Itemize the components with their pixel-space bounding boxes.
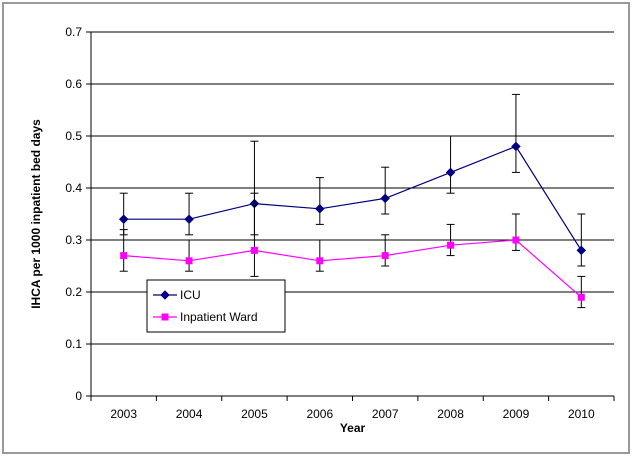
data-point (512, 236, 520, 244)
x-axis-title: Year (340, 421, 366, 435)
y-tick-label: 0.4 (65, 181, 82, 195)
y-tick-label: 0.5 (65, 129, 82, 143)
y-tick-label: 0.1 (65, 337, 82, 351)
data-point (381, 252, 389, 260)
legend-label: Inpatient Ward (180, 310, 258, 324)
legend-item-inpatient-ward: Inpatient Ward (153, 310, 258, 324)
y-axis-title: IHCA per 1000 inpatient bed days (29, 119, 43, 309)
data-point (184, 214, 194, 225)
x-tick-label: 2006 (306, 407, 333, 421)
data-point (380, 193, 391, 204)
legend-box (146, 279, 286, 333)
data-point (577, 293, 585, 301)
data-point (250, 246, 258, 254)
data-point (511, 141, 521, 152)
x-axis-ticks: 2003 2004 2005 2006 2007 2008 2009 2010 (90, 396, 615, 421)
data-point (445, 167, 456, 178)
data-point (118, 214, 129, 225)
x-tick-label: 2007 (372, 407, 399, 421)
legend-marker (160, 290, 170, 300)
chart-frame (2, 2, 630, 454)
x-tick-label: 2008 (437, 407, 464, 421)
legend: ICU Inpatient Ward (146, 279, 286, 333)
legend-label: ICU (180, 288, 201, 302)
series-icu (118, 93, 587, 267)
y-tick-label: 0 (75, 389, 82, 403)
legend-marker (161, 313, 169, 321)
data-point (120, 252, 128, 260)
y-axis-ticks: 0 0.1 0.2 0.3 0.4 0.5 0.6 0.7 (65, 25, 91, 403)
x-tick-label: 2009 (503, 407, 530, 421)
series-line (123, 145, 582, 251)
legend-item-icu: ICU (153, 288, 201, 302)
y-tick-label: 0.3 (65, 233, 82, 247)
x-tick-label: 2004 (176, 407, 203, 421)
data-point (576, 245, 587, 256)
y-tick-label: 0.6 (65, 77, 82, 91)
series-layer (118, 93, 587, 309)
data-point (314, 203, 325, 214)
data-point (316, 257, 324, 265)
x-tick-label: 2010 (568, 407, 595, 421)
y-tick-label: 0.7 (65, 25, 82, 39)
series-line (123, 239, 582, 298)
x-tick-label: 2005 (241, 407, 268, 421)
data-point (185, 257, 193, 265)
series-inpatient-ward (119, 192, 586, 309)
data-point (447, 241, 455, 249)
x-tick-label: 2003 (110, 407, 137, 421)
y-tick-label: 0.2 (65, 285, 82, 299)
